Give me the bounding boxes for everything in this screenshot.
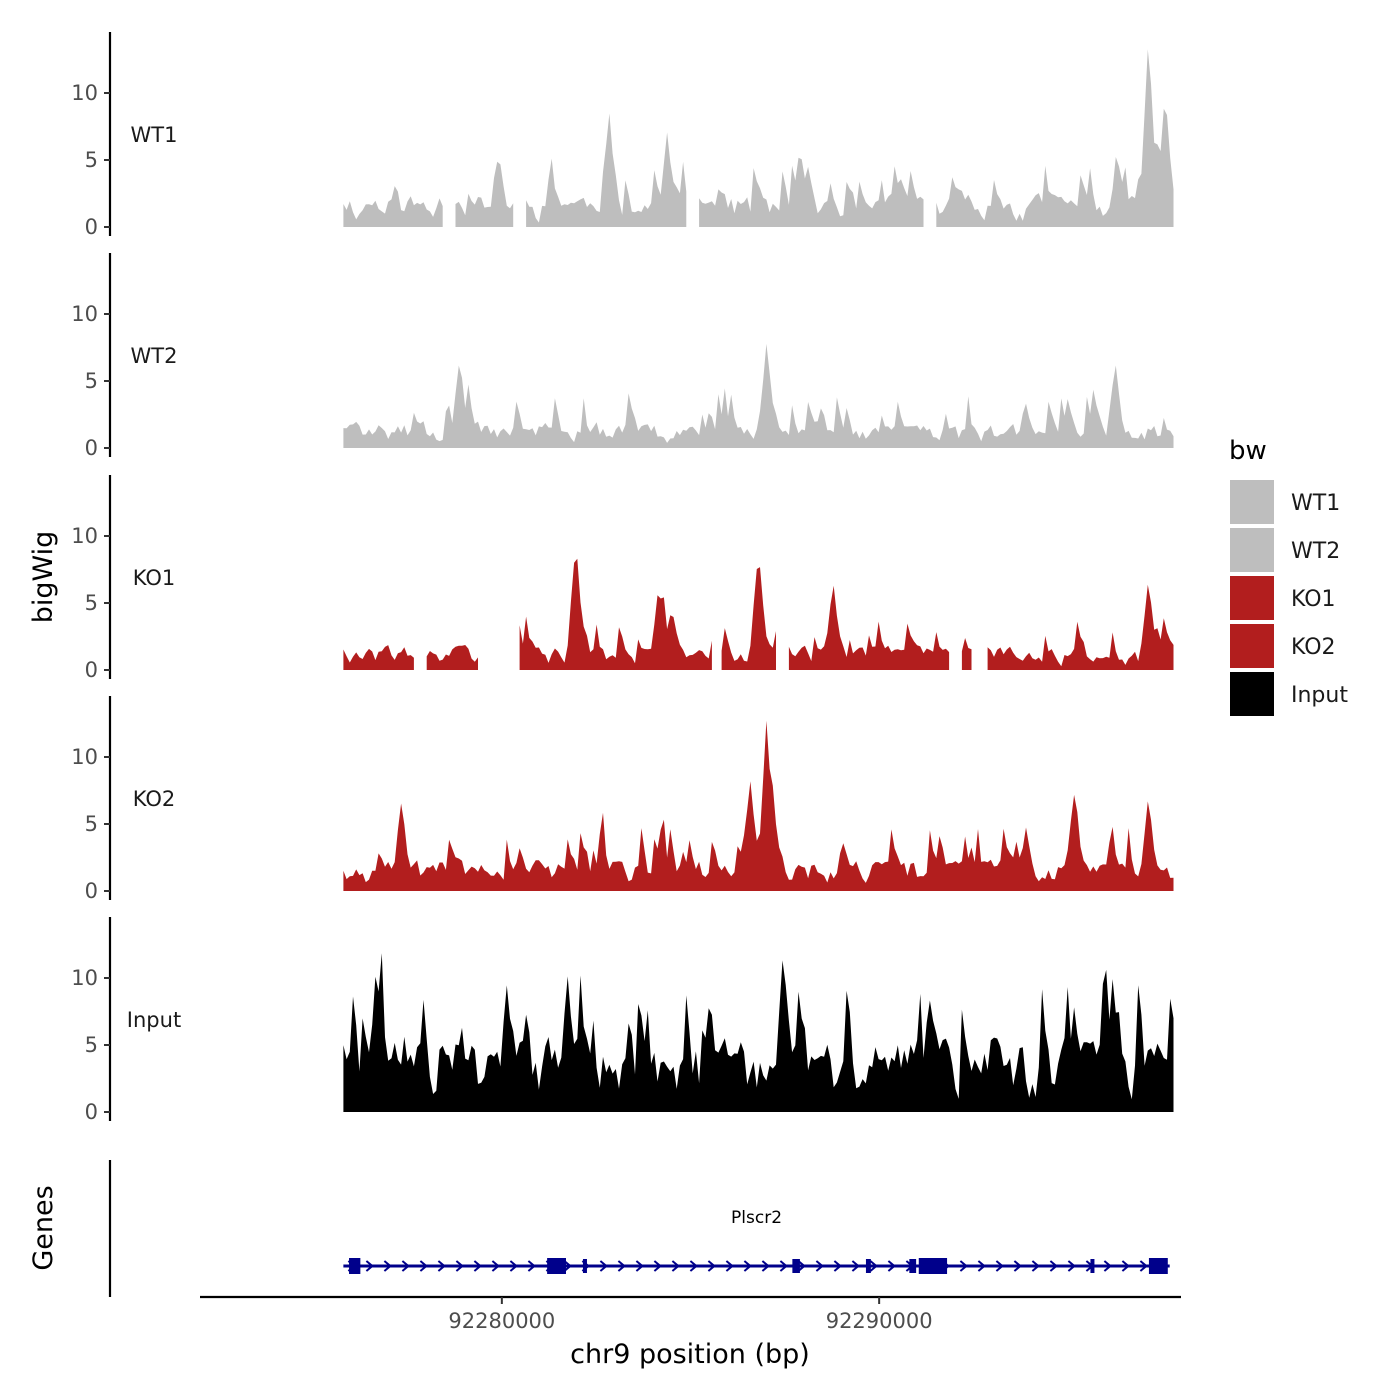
track-label-input: Input <box>127 1008 181 1032</box>
exon <box>547 1258 566 1274</box>
y-tick-label: 0 <box>85 215 98 239</box>
strand-arrow <box>509 1260 518 1272</box>
strand-arrow <box>725 1260 734 1272</box>
strand-arrow <box>833 1260 842 1272</box>
track-input: 0 5 10 Input <box>71 917 1174 1124</box>
y-tick-label: 0 <box>85 436 98 460</box>
exon <box>865 1259 871 1273</box>
exon <box>918 1258 948 1274</box>
track-label-wt1: WT1 <box>131 123 178 147</box>
strand-arrow <box>779 1260 788 1272</box>
legend-key-input <box>1230 672 1274 716</box>
strand-arrow <box>887 1260 896 1272</box>
strand-arrow <box>1013 1260 1022 1272</box>
strand-arrow <box>995 1260 1004 1272</box>
y-tick-label: 10 <box>71 302 98 326</box>
strand-arrow <box>1103 1260 1112 1272</box>
strand-arrow <box>419 1260 428 1272</box>
x-tick-label: 92290000 <box>826 1309 933 1333</box>
track-label-wt2: WT2 <box>131 344 178 368</box>
exon <box>1090 1259 1095 1273</box>
strand-arrow <box>437 1260 446 1272</box>
y-tick-label: 5 <box>85 148 98 172</box>
strand-arrow <box>1067 1260 1076 1272</box>
signal-area-ko1 <box>343 558 1174 670</box>
strand-arrow <box>401 1260 410 1272</box>
y-tick-label: 10 <box>71 745 98 769</box>
strand-arrow <box>1049 1260 1058 1272</box>
strand-arrow <box>383 1260 392 1272</box>
gene-track: Plscr2 <box>108 1160 1170 1297</box>
strand-arrow <box>617 1260 626 1272</box>
signal-area-wt1 <box>343 49 1174 228</box>
legend-key-wt2 <box>1230 528 1274 572</box>
legend-label-ko1: KO1 <box>1291 587 1336 612</box>
legend-key-ko1 <box>1230 576 1274 620</box>
track-label-ko2: KO2 <box>133 787 176 811</box>
strand-arrow <box>473 1260 482 1272</box>
legend-label-ko2: KO2 <box>1291 635 1336 660</box>
strand-arrow <box>365 1260 374 1272</box>
track-ko2: 0 5 10 KO2 <box>71 696 1174 903</box>
strand-arrow <box>563 1260 572 1272</box>
strand-arrow <box>1121 1260 1130 1272</box>
legend-label-wt1: WT1 <box>1291 491 1340 516</box>
track-wt1: 0 5 10 WT1 <box>71 32 1174 239</box>
y-tick-label: 5 <box>85 812 98 836</box>
bigwig-tracks: 0 5 10 WT1 0 5 10 WT2 0 5 10 KO1 0 5 10 KO2 0 5 10 Input <box>71 32 1174 1124</box>
genes-axis-title: Genes <box>28 1185 59 1270</box>
track-wt2: 0 5 10 WT2 <box>71 253 1174 460</box>
legend: bw WT1 WT2 KO1 KO2 Input <box>1229 436 1348 716</box>
exon <box>909 1259 917 1273</box>
y-tick-label: 0 <box>85 658 98 682</box>
track-ko1: 0 5 10 KO1 <box>71 475 1174 682</box>
y-tick-label: 5 <box>85 1033 98 1057</box>
y-tick-label: 10 <box>71 524 98 548</box>
exon <box>349 1258 361 1274</box>
x-axis: 92280000 92290000 <box>200 1295 1181 1333</box>
legend-title: bw <box>1229 436 1267 466</box>
gene-name-label: Plscr2 <box>731 1208 782 1228</box>
y-tick-label: 0 <box>85 1100 98 1124</box>
legend-key-ko2 <box>1230 624 1274 668</box>
strand-arrow <box>959 1260 968 1272</box>
strand-arrow <box>977 1260 986 1272</box>
legend-label-wt2: WT2 <box>1291 539 1340 564</box>
strand-arrow <box>869 1260 878 1272</box>
strand-arrow <box>527 1260 536 1272</box>
track-label-ko1: KO1 <box>133 566 176 590</box>
strand-arrow <box>1139 1260 1148 1272</box>
strand-arrow <box>635 1260 644 1272</box>
strand-arrow <box>1031 1260 1040 1272</box>
strand-arrow <box>851 1260 860 1272</box>
y-tick-label: 10 <box>71 966 98 990</box>
y-tick-label: 0 <box>85 879 98 903</box>
legend-key-wt1 <box>1230 480 1274 524</box>
strand-arrow <box>761 1260 770 1272</box>
y-tick-label: 5 <box>85 369 98 393</box>
y-tick-label: 10 <box>71 81 98 105</box>
y-tick-label: 5 <box>85 591 98 615</box>
strand-arrow <box>455 1260 464 1272</box>
exon <box>582 1259 587 1273</box>
strand-arrow <box>689 1260 698 1272</box>
exon <box>792 1259 800 1273</box>
strand-arrow <box>599 1260 608 1272</box>
signal-area-ko2 <box>343 720 1174 891</box>
signal-area-input <box>343 953 1174 1112</box>
exon <box>1148 1258 1168 1274</box>
y-axis-title: bigWig <box>28 531 59 624</box>
strand-arrow <box>815 1260 824 1272</box>
signal-area-wt2 <box>343 343 1174 448</box>
strand-arrow <box>491 1260 500 1272</box>
strand-arrow <box>743 1260 752 1272</box>
x-tick-label: 92280000 <box>448 1309 555 1333</box>
strand-arrow <box>707 1260 716 1272</box>
legend-label-input: Input <box>1291 683 1348 708</box>
x-axis-title: chr9 position (bp) <box>570 1339 810 1370</box>
strand-arrow <box>653 1260 662 1272</box>
strand-arrow <box>797 1260 806 1272</box>
strand-arrow <box>671 1260 680 1272</box>
